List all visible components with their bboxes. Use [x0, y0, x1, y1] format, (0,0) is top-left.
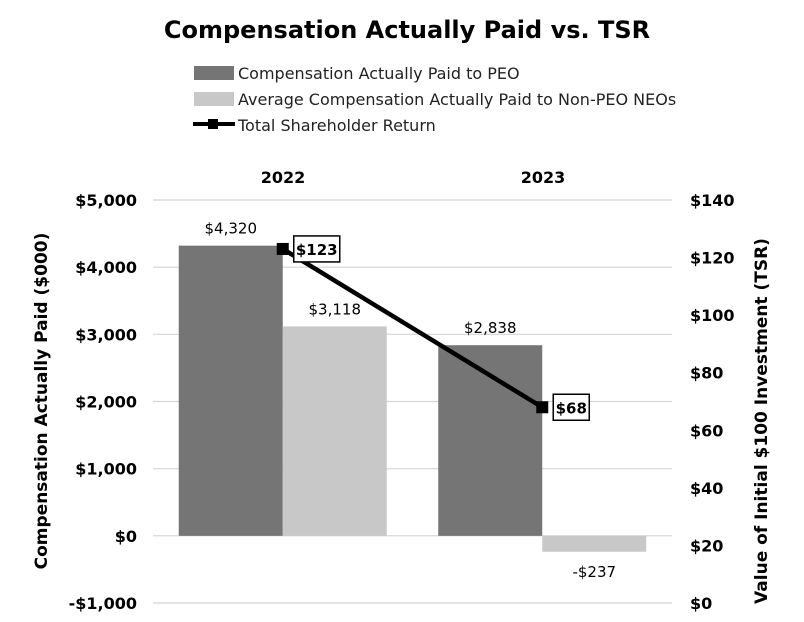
legend: Compensation Actually Paid to PEO Averag…	[193, 64, 676, 135]
tsr-label-2022: $123	[296, 241, 338, 259]
right-axis-title: Value of Initial $100 Investment (TSR)	[752, 238, 772, 604]
data-label-peo-2022: $4,320	[205, 220, 258, 238]
legend-label-tsr: Total Shareholder Return	[237, 116, 436, 135]
tsr-line: $123 $68	[276, 235, 590, 422]
right-tick-label: $100	[690, 306, 735, 325]
left-tick-label: $2,000	[75, 393, 137, 412]
left-tick-label: $3,000	[75, 325, 137, 344]
legend-label-peo: Compensation Actually Paid to PEO	[238, 64, 520, 83]
data-label-non-peo-2022: $3,118	[309, 300, 362, 318]
bar-peo-2022	[178, 245, 283, 536]
right-tick-label: $20	[690, 536, 723, 555]
legend-marker-tsr	[208, 119, 218, 129]
left-tick-label: -$1,000	[69, 594, 137, 613]
legend-swatch-peo	[194, 66, 234, 80]
tsr-marker-2023	[536, 401, 549, 414]
right-tick-label: $40	[690, 479, 723, 498]
left-tick-label: $4,000	[75, 258, 137, 277]
tsr-label-box-2022	[293, 235, 341, 263]
right-tick-label: $60	[690, 421, 723, 440]
tsr-label-box-2023	[552, 393, 590, 422]
right-tick-label: $120	[690, 249, 735, 268]
left-tick-label: $1,000	[75, 460, 137, 479]
right-tick-label: $0	[690, 594, 712, 613]
category-label-2022: 2022	[261, 168, 306, 187]
legend-label-non-peo: Average Compensation Actually Paid to No…	[238, 90, 676, 109]
data-label-peo-2023: $2,838	[464, 319, 517, 337]
bar-labels: $4,320 $3,118 $2,838 -$237	[205, 220, 617, 581]
left-axis-ticks: $5,000 $4,000 $3,000 $2,000 $1,000 $0 -$1,000	[69, 191, 137, 613]
legend-swatch-non-peo	[194, 92, 234, 106]
right-tick-label: $80	[690, 364, 723, 383]
bar-non-peo-2022	[282, 326, 387, 536]
left-axis-title: Compensation Actually Paid ($000)	[32, 233, 52, 570]
tsr-marker-2022	[276, 242, 289, 255]
right-axis-ticks: $140 $120 $100 $80 $60 $40 $20 $0	[690, 191, 735, 613]
tsr-label-2023: $68	[556, 399, 587, 417]
left-tick-label: $0	[115, 527, 137, 546]
right-tick-label: $140	[690, 191, 735, 210]
bars	[178, 245, 647, 552]
tsr-line-path	[281, 247, 544, 410]
left-tick-label: $5,000	[75, 191, 137, 210]
bar-non-peo-2023	[542, 535, 647, 552]
chart-title: Compensation Actually Paid vs. TSR	[164, 16, 650, 44]
data-label-non-peo-2023: -$237	[572, 563, 616, 581]
category-label-2023: 2023	[521, 168, 566, 187]
